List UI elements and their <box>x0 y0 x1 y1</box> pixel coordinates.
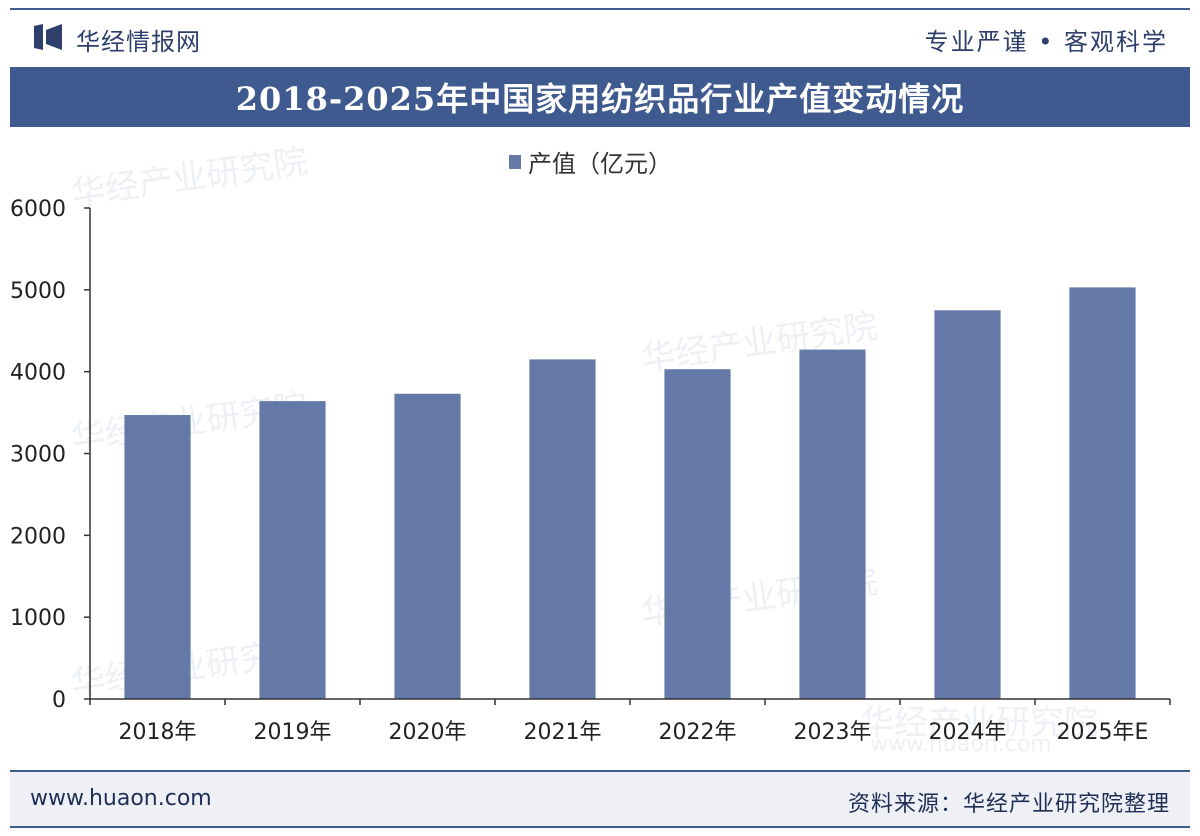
y-tick-label: 3000 <box>10 443 66 468</box>
y-axis: 0 1000 2000 3000 4000 5000 6000 <box>10 197 91 713</box>
y-tick-label: 6000 <box>10 197 66 222</box>
x-tick-label: 2018年 <box>119 720 197 745</box>
bar <box>934 310 1001 699</box>
y-tick-label: 4000 <box>10 361 66 386</box>
bottom-border <box>10 826 1190 828</box>
x-tick-label: 2024年 <box>929 720 1007 745</box>
y-tick-label: 2000 <box>10 524 66 549</box>
x-axis: 2018年 2019年 2020年 2021年 2022年 2023年 2024年 2025年… <box>89 698 1171 745</box>
legend-swatch <box>509 155 521 169</box>
x-tick-label: 2022年 <box>659 720 737 745</box>
bar <box>124 415 191 699</box>
footer-url[interactable]: www.huaon.com <box>30 786 212 811</box>
x-tick-label: 2020年 <box>389 720 467 745</box>
bar <box>394 393 461 699</box>
bar <box>799 349 866 699</box>
footer-border <box>10 770 1190 772</box>
legend: 产值（亿元） <box>509 150 672 178</box>
x-tick-label: 2023年 <box>794 720 872 745</box>
x-tick-label: 2025年E <box>1057 720 1149 745</box>
slogan: 专业严谨 • 客观科学 <box>924 28 1168 56</box>
bar <box>259 401 326 699</box>
bar <box>1069 287 1136 699</box>
title-bar: 2018-2025年中国家用纺织品行业产值变动情况 <box>10 67 1190 127</box>
bar <box>664 369 731 699</box>
y-tick-label: 0 <box>52 688 66 713</box>
bars <box>124 287 1136 699</box>
brand-name: 华经情报网 <box>76 28 201 56</box>
brand-header: 华经情报网 专业严谨 • 客观科学 <box>10 14 1190 62</box>
chart-title: 2018-2025年中国家用纺织品行业产值变动情况 <box>235 80 965 118</box>
x-tick-label: 2021年 <box>524 720 602 745</box>
legend-label: 产值（亿元） <box>528 150 672 178</box>
footer-source: 资料来源：华经产业研究院整理 <box>847 792 1170 817</box>
footer: www.huaon.com 资料来源：华经产业研究院整理 <box>10 772 1190 826</box>
brand-logo-icon <box>34 24 62 50</box>
x-tick-label: 2019年 <box>254 720 332 745</box>
top-border <box>10 8 1190 10</box>
y-tick-label: 5000 <box>10 279 66 304</box>
y-tick-label: 1000 <box>10 606 66 631</box>
bar <box>529 359 596 699</box>
